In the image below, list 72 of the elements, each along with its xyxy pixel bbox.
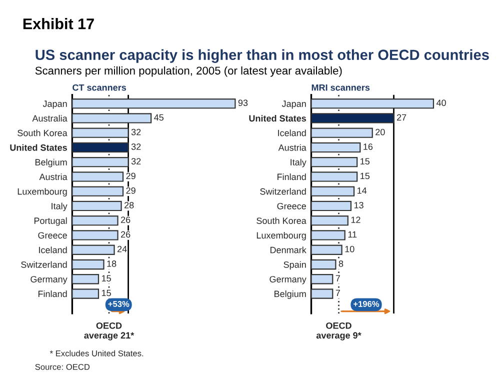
data-label: 10: [345, 246, 354, 252]
y-tick-label: Belgium: [35, 158, 67, 168]
data-label: 26: [121, 231, 130, 238]
bar: [311, 288, 334, 299]
y-tick-label: Germany: [30, 276, 68, 284]
data-label: 26: [121, 216, 130, 224]
text: Scanners per million population, 2005 (or latest year available): [35, 66, 342, 77]
y-tick-label: Switzerland: [21, 261, 67, 268]
data-label: 16: [364, 144, 373, 150]
source-note: Source: OECD: [35, 364, 90, 370]
y-tick-label: Germany: [270, 276, 306, 284]
data-label: 45: [154, 114, 164, 121]
data-label: 24: [118, 246, 127, 252]
data-label: 18: [107, 260, 116, 267]
y-tick-label: Belgium: [274, 290, 306, 299]
y-tick-label: Japan: [42, 100, 67, 109]
y-tick-label: Portugal: [34, 217, 67, 226]
y-tick-label: Austria: [39, 173, 68, 180]
ref-line-label: OECD average 21*: [84, 322, 134, 340]
y-tick-label: United States: [10, 144, 67, 151]
data-label: 32: [131, 144, 141, 150]
data-label: 29: [126, 172, 136, 180]
data-label: 27: [396, 114, 406, 121]
text: US scanner capacity is higher than in most other OECD countries: [36, 49, 489, 63]
data-label: 11: [348, 231, 357, 238]
data-label: 93: [238, 100, 248, 106]
y-tick-label: Finland: [278, 173, 306, 180]
data-label: 12: [351, 216, 360, 223]
ref-line-label: OECD average 9*: [316, 322, 362, 340]
data-label: 8: [338, 260, 344, 267]
bar: [72, 288, 100, 299]
data-label: 20: [376, 128, 385, 136]
data-label: 28: [124, 202, 134, 208]
y-tick-label: Luxembourg: [18, 188, 67, 196]
y-tick-label: Australia: [32, 114, 68, 122]
chart-title: MRI scanners: [312, 84, 370, 91]
y-tick-label: Denmark: [270, 246, 306, 254]
y-tick-label: Italy: [52, 202, 68, 212]
data-label: 15: [102, 290, 111, 296]
data-label: 29: [126, 187, 136, 194]
data-label: 15: [102, 275, 111, 282]
y-tick-label: Spain: [284, 261, 306, 270]
bar: [72, 274, 100, 284]
y-tick-label: Iceland: [39, 246, 67, 254]
y-tick-label: Luxembourg: [256, 232, 306, 240]
y-tick-label: Finland: [38, 290, 67, 298]
annotation: +53%: [108, 301, 130, 307]
y-tick-label: Iceland: [278, 130, 306, 136]
y-tick-label: Greece: [38, 232, 67, 239]
data-label: 32: [131, 128, 141, 136]
data-label: 7: [336, 290, 340, 296]
y-tick-label: Switzerland: [260, 188, 306, 195]
y-tick-label: Austria: [278, 144, 306, 151]
data-label: 15: [360, 172, 370, 180]
data-label: 7: [336, 275, 340, 282]
annotation: +196%: [354, 301, 380, 307]
text: * Excludes United States.: [50, 350, 144, 356]
y-tick-label: Italy: [290, 158, 306, 168]
y-tick-label: Greece: [277, 202, 306, 210]
y-tick-label: United States: [249, 114, 306, 122]
data-label: 40: [436, 100, 446, 106]
text: Exhibit 17: [23, 18, 94, 30]
data-label: 13: [354, 202, 364, 208]
data-label: 14: [358, 187, 367, 194]
chart-title: CT scanners: [72, 84, 126, 91]
bar: [311, 274, 334, 284]
y-tick-label: South Korea: [18, 130, 68, 136]
y-tick-label: South Korea: [256, 217, 306, 224]
data-label: 32: [131, 158, 141, 165]
data-label: 15: [360, 158, 370, 165]
bar: [72, 259, 104, 270]
y-tick-label: Japan: [282, 100, 306, 109]
